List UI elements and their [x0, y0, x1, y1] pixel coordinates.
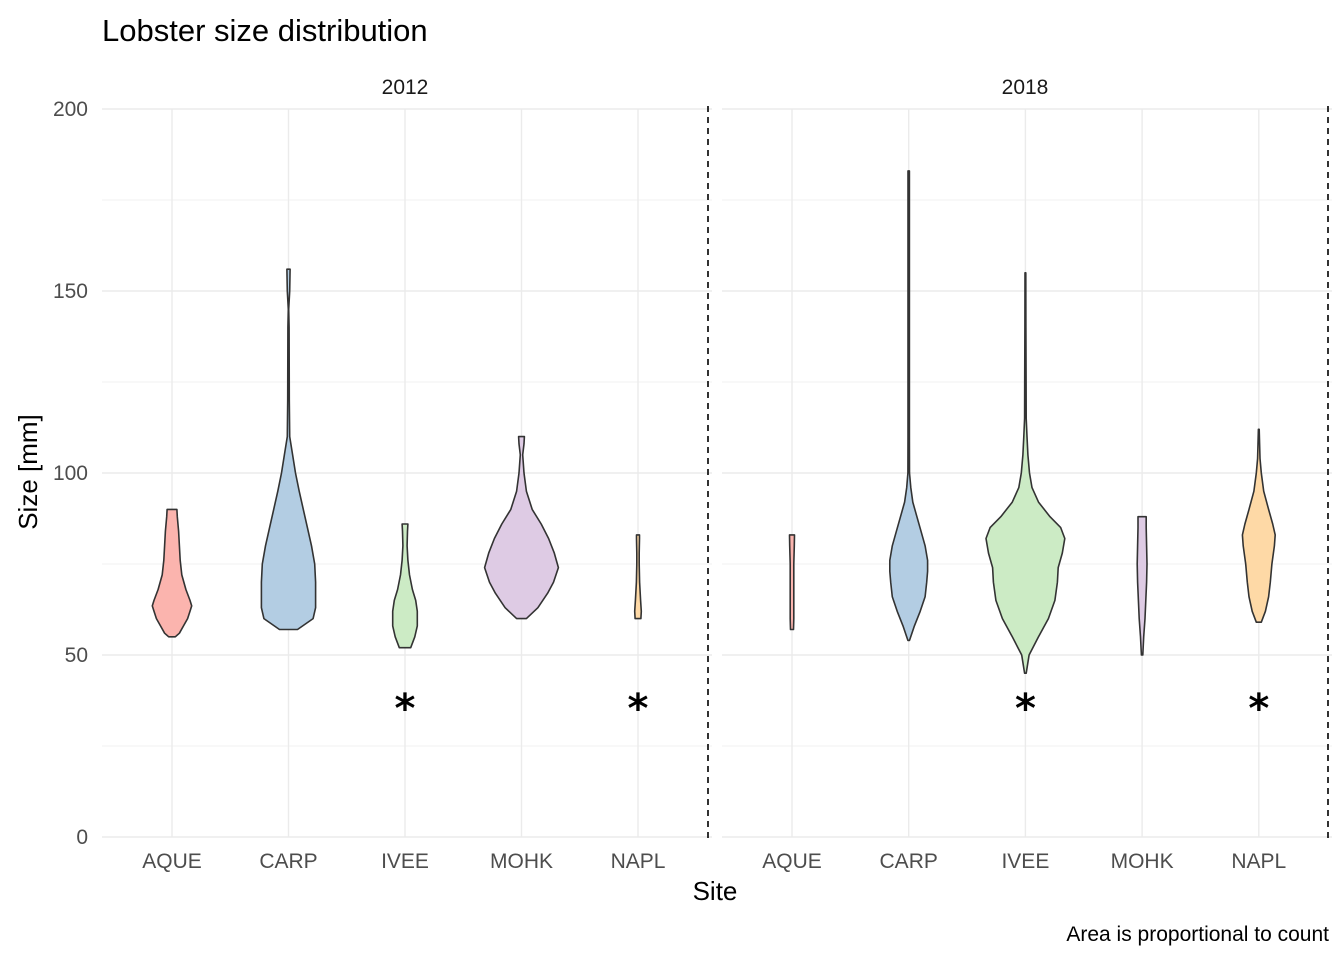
facet-label: 2018 — [1002, 76, 1049, 99]
x-tick-label: AQUE — [142, 850, 202, 873]
violin-mohk — [483, 435, 560, 620]
x-tick-label: NAPL — [611, 850, 666, 873]
violin-napl — [633, 534, 643, 620]
facet-panel-2012: 2012 * * AQUE CARP IVEE MOHK NAPL — [102, 76, 712, 873]
violin-carp — [260, 268, 317, 631]
significance-marker: * — [395, 686, 416, 732]
significance-marker: * — [628, 686, 649, 732]
facet-label: 2012 — [382, 76, 429, 99]
x-axis-title: Site — [693, 876, 738, 906]
y-axis-ticks: 0 50 100 150 200 — [53, 98, 88, 849]
y-tick-label: 150 — [53, 280, 88, 303]
x-tick-label: CARP — [259, 850, 317, 873]
x-tick-label: MOHK — [1111, 850, 1174, 873]
chart-caption: Area is proportional to count — [1066, 923, 1329, 946]
x-tick-label: MOHK — [490, 850, 553, 873]
significance-marker: * — [1015, 686, 1036, 732]
x-tick-label: IVEE — [1001, 850, 1049, 873]
y-tick-label: 200 — [53, 98, 88, 121]
y-axis-title: Size [mm] — [13, 414, 43, 530]
y-tick-label: 100 — [53, 462, 88, 485]
significance-marker: * — [1248, 686, 1269, 732]
chart-panels: 2012 * * AQUE CARP IVEE MOHK NAPL 2018 * * AQUE CARP… — [102, 76, 1332, 873]
violin-aque — [151, 508, 193, 638]
violin-ivee — [985, 272, 1066, 674]
y-tick-label: 50 — [65, 644, 88, 667]
x-tick-label: NAPL — [1231, 850, 1286, 873]
y-tick-label: 0 — [76, 826, 88, 849]
violin-carp — [889, 170, 929, 642]
violin-napl — [1241, 428, 1276, 623]
x-tick-label: AQUE — [762, 850, 822, 873]
violin-mohk — [1136, 515, 1148, 656]
chart-title: Lobster size distribution — [102, 13, 428, 48]
facet-panel-2018: 2018 * * AQUE CARP IVEE MOHK NAPL — [722, 76, 1332, 873]
violin-aque — [788, 534, 796, 631]
x-tick-label: CARP — [880, 850, 938, 873]
violin-ivee — [391, 523, 419, 649]
x-tick-label: IVEE — [381, 850, 429, 873]
